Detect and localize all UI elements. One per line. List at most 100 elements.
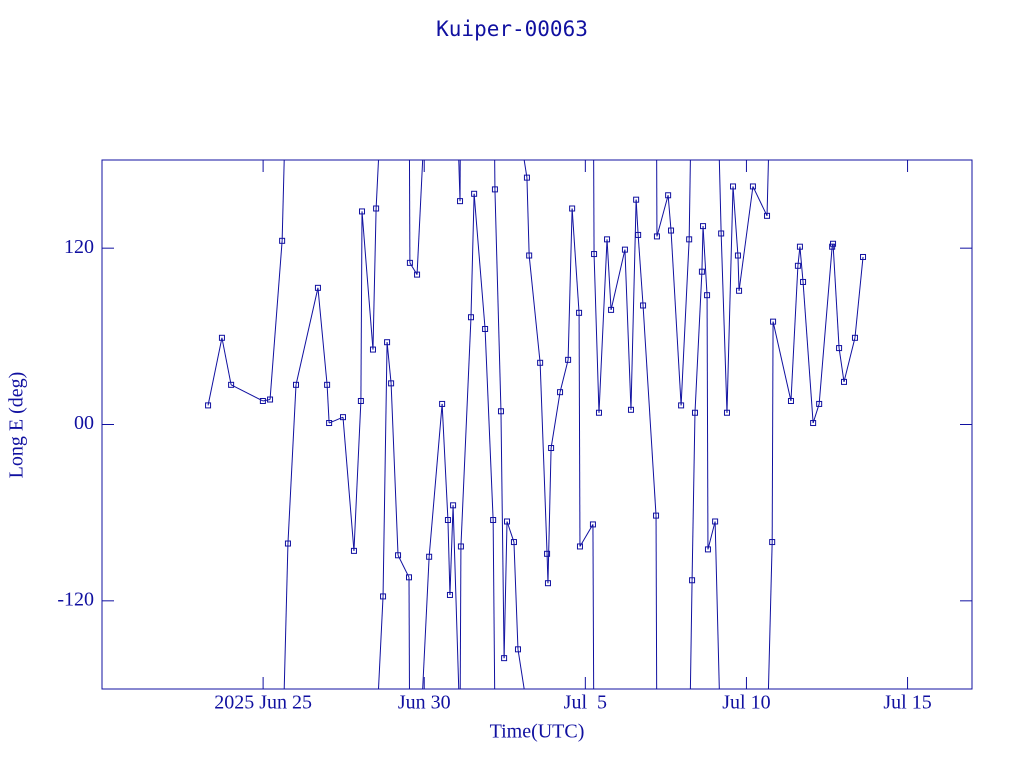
trace-segment (689, 580, 693, 689)
trace-segment (513, 542, 519, 650)
x-tick-label: Jun 30 (398, 692, 451, 714)
trace-segment (528, 255, 541, 363)
data-point (314, 284, 321, 291)
data-point (621, 246, 628, 253)
trace-segment (353, 400, 362, 551)
trace-segment (473, 193, 486, 330)
x-axis-label: Time(UTC) (490, 721, 585, 743)
data-point (678, 402, 685, 409)
trace-segment (680, 239, 690, 406)
data-point (439, 400, 446, 407)
chart-title: Kuiper-00063 (436, 17, 588, 41)
data-point (749, 183, 756, 190)
data-point (504, 518, 511, 525)
data-point (608, 306, 615, 313)
data-point (324, 381, 331, 388)
data-point (228, 381, 235, 388)
data-point (293, 381, 300, 388)
data-point (736, 287, 743, 294)
trace-segment (655, 515, 658, 689)
data-point (537, 359, 544, 366)
data-point (769, 539, 776, 546)
data-point (339, 414, 346, 421)
data-point (841, 378, 848, 385)
data-point (718, 230, 725, 237)
trace-segment (610, 249, 626, 310)
trace-segment (506, 521, 515, 543)
data-point (816, 400, 823, 407)
data-point (357, 397, 364, 404)
trace-segment (416, 160, 424, 275)
trace-segment (494, 189, 502, 412)
trace-group (205, 160, 867, 689)
trace-segment (670, 230, 682, 406)
data-point (369, 346, 376, 353)
data-point (395, 552, 402, 559)
data-point (591, 251, 598, 258)
data-point (627, 406, 634, 413)
data-point (712, 518, 719, 525)
trace-segment (422, 556, 430, 689)
data-point (497, 408, 504, 415)
trace-segment (547, 447, 552, 584)
data-point (426, 553, 433, 560)
trace-segment (397, 555, 410, 578)
trace-segment (578, 312, 581, 547)
data-point (787, 397, 794, 404)
x-tick-label: Jul 10 (722, 692, 770, 714)
trace-segment (771, 321, 774, 543)
trace-segment (790, 265, 799, 402)
trace-segment (459, 546, 462, 689)
trace-segment (269, 240, 283, 400)
data-point (279, 237, 286, 244)
trace-segment (283, 543, 289, 689)
trace-segment (732, 186, 739, 256)
trace-segment (386, 342, 392, 384)
trace-segment (624, 249, 632, 410)
trace-segment (598, 239, 608, 413)
data-point (544, 580, 551, 587)
data-point (284, 540, 291, 547)
trace-segment (642, 305, 657, 516)
trace-segment (517, 649, 525, 689)
data-point (698, 268, 705, 275)
data-point (450, 502, 457, 509)
trace-segment (492, 520, 496, 689)
data-point (633, 196, 640, 203)
data-point (810, 420, 817, 427)
data-point (734, 252, 741, 259)
trace-segment (559, 359, 569, 393)
data-point (576, 543, 583, 550)
data-point (548, 445, 555, 452)
trace-segment (854, 256, 864, 338)
trace-segment (441, 403, 449, 521)
trace-segment (766, 160, 769, 216)
data-point (406, 574, 413, 581)
data-point (446, 591, 453, 598)
data-point (482, 325, 489, 332)
y-tick-label: 00 (74, 412, 94, 434)
trace-segment (382, 342, 388, 597)
data-point (653, 233, 660, 240)
trace-segment (500, 411, 505, 659)
y-axis-label: Long E (deg) (6, 372, 28, 479)
trace-segment (571, 208, 580, 313)
data-point (526, 252, 533, 259)
trace-segment (526, 177, 530, 256)
trace-segment (726, 186, 734, 413)
trace-segment (737, 255, 740, 291)
trace-segment (688, 160, 691, 240)
data-point (604, 236, 611, 243)
trace-segment (230, 384, 264, 402)
trace-segment (503, 521, 508, 659)
data-point (457, 543, 464, 550)
data-point (406, 259, 413, 266)
data-point (640, 302, 647, 309)
data-point (501, 655, 508, 662)
data-point (388, 380, 395, 387)
trace-segment (656, 195, 669, 237)
trace-segment (390, 383, 399, 556)
trace-segment (767, 542, 773, 689)
trace-segment (701, 226, 704, 272)
